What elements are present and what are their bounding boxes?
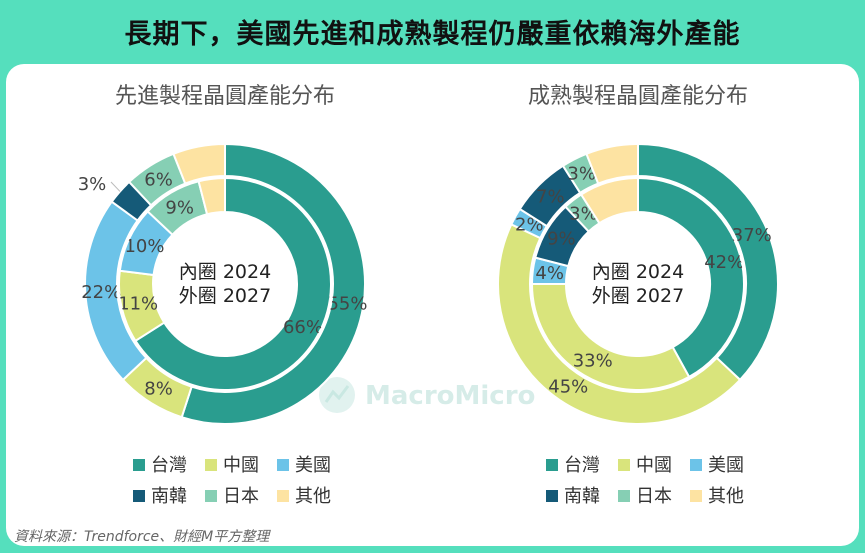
legend-swatch bbox=[277, 459, 289, 471]
center-label: 外圈 2027 bbox=[592, 285, 684, 307]
legend-label: 日本 bbox=[636, 486, 672, 507]
legend-label: 南韓 bbox=[151, 486, 187, 507]
source-note: 資料來源：Trendforce、財經M平方整理 bbox=[14, 529, 270, 545]
legend-swatch bbox=[133, 459, 145, 471]
slice-label: 55% bbox=[327, 293, 367, 314]
legend-label: 日本 bbox=[223, 486, 259, 507]
legend-swatch bbox=[205, 490, 217, 502]
watermark-text: MacroMicro bbox=[365, 381, 535, 411]
legend-label: 中國 bbox=[223, 455, 259, 476]
slice-label: 42% bbox=[704, 252, 744, 273]
page-title: 長期下，美國先進和成熟製程仍嚴重依賴海外產能 bbox=[124, 18, 741, 50]
slice-label: 4% bbox=[535, 263, 564, 284]
legend-swatch bbox=[618, 459, 630, 471]
slice-label: 9% bbox=[547, 229, 576, 250]
slice-label: 3% bbox=[567, 164, 596, 185]
slice-label: 10% bbox=[124, 236, 164, 257]
chart-title: 先進製程晶圓產能分布 bbox=[115, 84, 335, 109]
legend-label: 中國 bbox=[636, 455, 672, 476]
slice-label: 7% bbox=[536, 186, 565, 207]
slice-label: 11% bbox=[118, 293, 158, 314]
slice-label: 6% bbox=[144, 169, 173, 190]
legend-swatch bbox=[690, 490, 702, 502]
center-label: 內圈 2024 bbox=[179, 261, 271, 283]
chart-title: 成熟製程晶圓產能分布 bbox=[528, 84, 748, 109]
watermark: MacroMicro bbox=[319, 377, 535, 413]
slice-label: 22% bbox=[81, 282, 121, 303]
legend-label: 台灣 bbox=[564, 455, 600, 476]
legend-swatch bbox=[546, 490, 558, 502]
slice-label: 3% bbox=[78, 174, 107, 195]
legend-swatch bbox=[618, 490, 630, 502]
legend-swatch bbox=[205, 459, 217, 471]
legend-label: 其他 bbox=[708, 486, 744, 507]
slice-label: 9% bbox=[165, 197, 194, 218]
legend-label: 南韓 bbox=[564, 486, 600, 507]
center-label: 外圈 2027 bbox=[179, 285, 271, 307]
legend-swatch bbox=[277, 490, 289, 502]
legend-label: 台灣 bbox=[151, 455, 187, 476]
legend-label: 美國 bbox=[295, 455, 331, 476]
slice-label: 45% bbox=[548, 377, 588, 398]
legend-label: 美國 bbox=[708, 455, 744, 476]
center-label: 內圈 2024 bbox=[592, 261, 684, 283]
slice-label: 33% bbox=[573, 351, 613, 372]
legend-label: 其他 bbox=[295, 486, 331, 507]
legend-swatch bbox=[546, 459, 558, 471]
ring-separator bbox=[116, 175, 334, 393]
legend-swatch bbox=[133, 490, 145, 502]
slice-label: 8% bbox=[144, 379, 173, 400]
leader-line bbox=[110, 181, 121, 192]
slice-label: 66% bbox=[283, 317, 323, 338]
slice-label: 37% bbox=[732, 225, 772, 246]
legend-swatch bbox=[690, 459, 702, 471]
ring-separator bbox=[529, 175, 747, 393]
